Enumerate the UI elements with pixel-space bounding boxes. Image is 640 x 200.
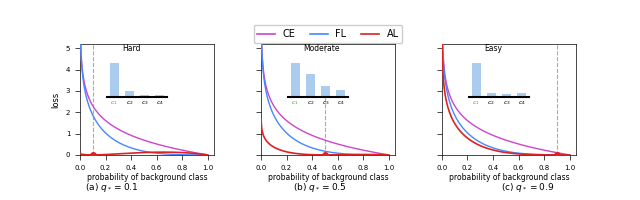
Legend: CE, FL, AL: CE, FL, AL bbox=[253, 25, 403, 43]
Text: (b) $q_* = 0.5$: (b) $q_* = 0.5$ bbox=[293, 181, 347, 194]
X-axis label: probability of background class: probability of background class bbox=[86, 173, 207, 182]
Text: (a) $q_* = 0.1$: (a) $q_* = 0.1$ bbox=[85, 181, 139, 194]
X-axis label: probability of background class: probability of background class bbox=[268, 173, 388, 182]
Text: (c) $q_* = 0.9$: (c) $q_* = 0.9$ bbox=[501, 181, 555, 194]
Y-axis label: loss: loss bbox=[51, 91, 60, 108]
X-axis label: probability of background class: probability of background class bbox=[449, 173, 570, 182]
